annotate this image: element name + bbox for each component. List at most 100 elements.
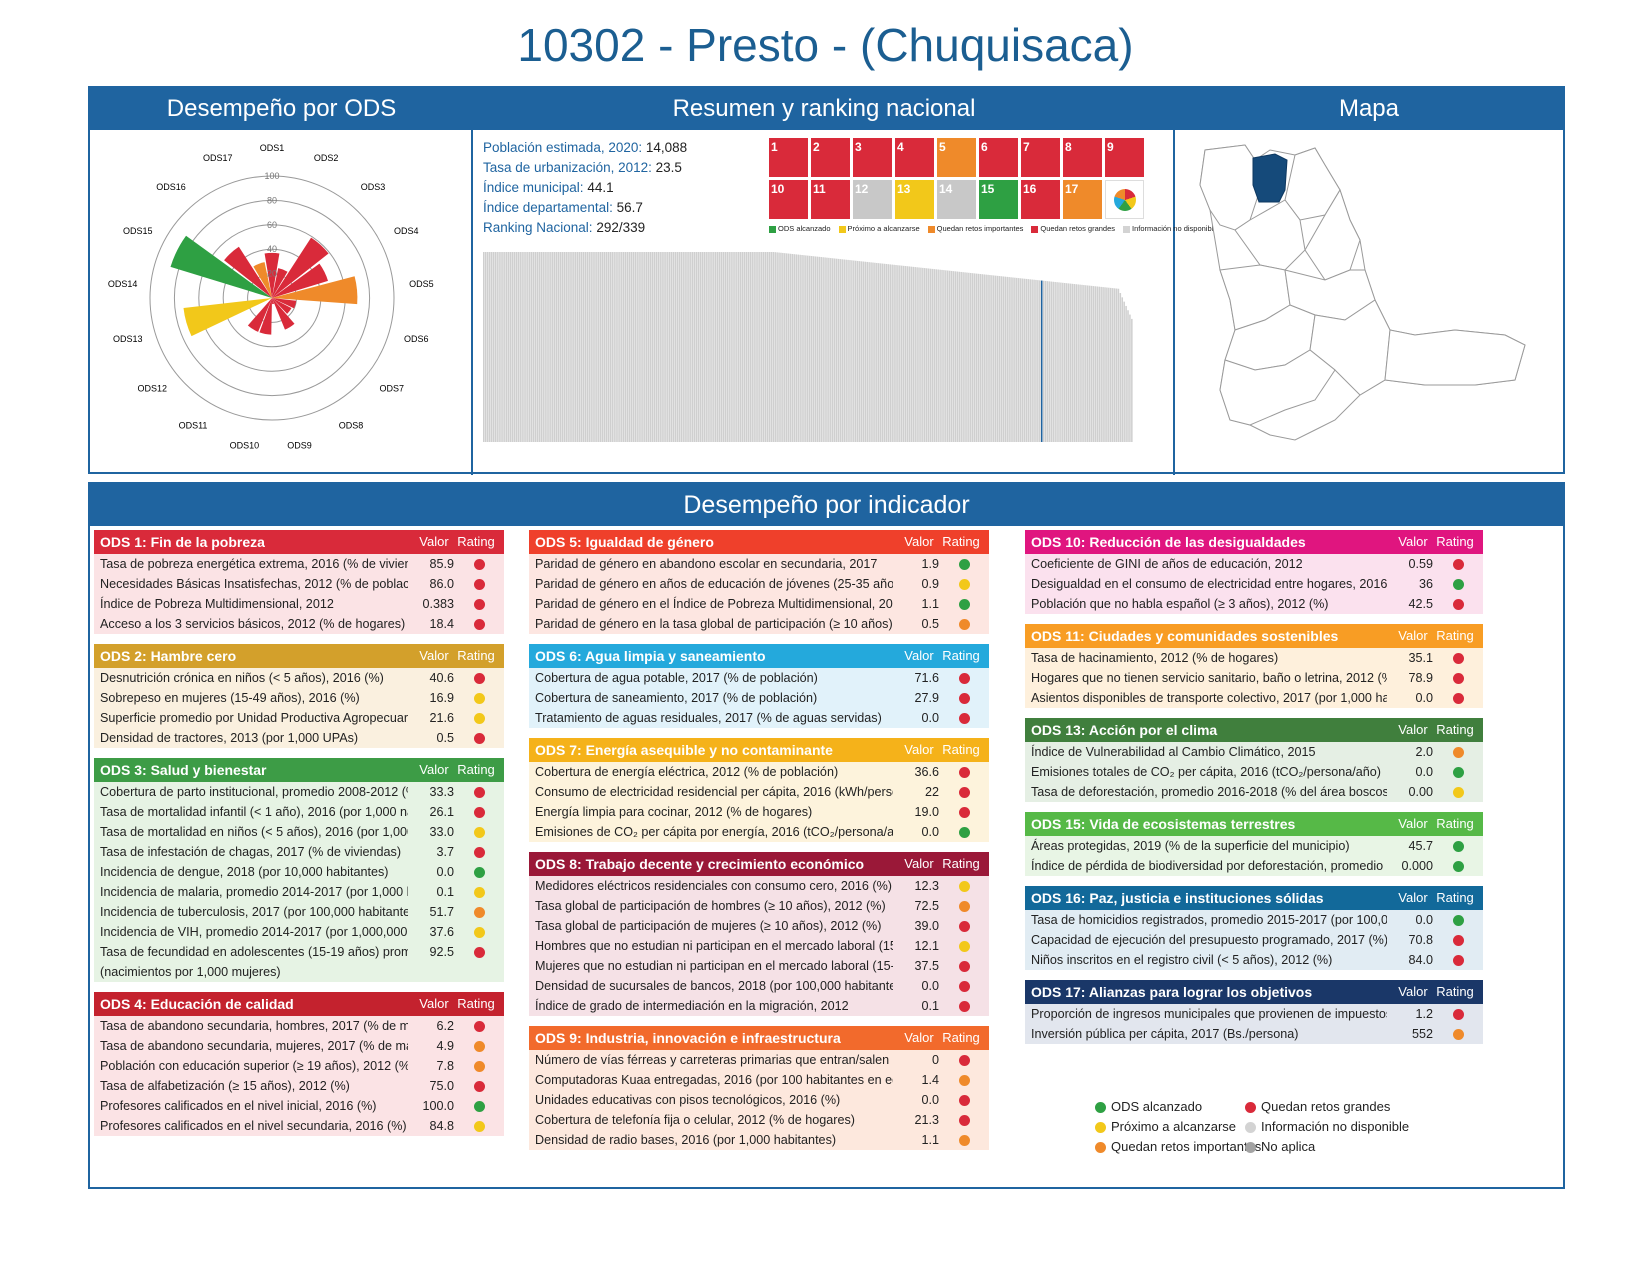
ranking-bar — [854, 260, 857, 442]
indicator-row: Densidad de radio bases, 2016 (por 1,000… — [529, 1130, 989, 1150]
top-headers: Desempeño por ODS Resumen y ranking naci… — [90, 88, 1563, 130]
ranking-bar — [736, 252, 738, 442]
rating-dot — [945, 594, 983, 614]
indicator-card-header: ODS 13: Acción por el clima Valor Rating — [1025, 718, 1483, 742]
ranking-bar — [920, 267, 922, 442]
ranking-bar — [624, 252, 627, 442]
ranking-bar — [1090, 285, 1093, 442]
ranking-bar — [973, 273, 976, 442]
ranking-bar — [542, 252, 544, 442]
indicator-value: 40.6 — [429, 671, 454, 685]
ranking-bar — [845, 259, 847, 442]
indicator-value: 36.6 — [914, 765, 939, 779]
ranking-bar — [851, 260, 853, 442]
indicator-label: Cobertura de saneamiento, 2017 (% de pob… — [535, 691, 818, 705]
indicator-row: Tasa de mortalidad en niños (< 5 años), … — [94, 822, 504, 842]
valor-header: Valor — [419, 648, 449, 663]
indicator-value: 552 — [1411, 1027, 1433, 1041]
indicator-value: 1.1 — [921, 597, 939, 611]
radar-axis-label: ODS14 — [108, 279, 138, 289]
ranking-bar — [1006, 276, 1008, 442]
ranking-bar — [962, 272, 964, 442]
ranking-bar — [1073, 284, 1076, 442]
ranking-bar — [619, 252, 621, 442]
indicator-value: 51.7 — [429, 905, 454, 919]
radar-bar-ods3 — [272, 237, 329, 298]
indicator-row: Población con educación superior (≥ 19 a… — [94, 1056, 504, 1076]
ranking-bar — [594, 252, 596, 442]
ranking-bar — [828, 257, 830, 442]
indicator-value: 0.00 — [1408, 785, 1433, 799]
ranking-bar — [1092, 286, 1095, 442]
card-title: ODS 6: Agua limpia y saneamiento — [535, 648, 766, 664]
indicator-row: Profesores calificados en el nivel inici… — [94, 1096, 504, 1116]
ranking-bar — [776, 252, 778, 442]
ranking-bar — [849, 260, 851, 442]
ranking-bar — [933, 269, 936, 442]
indicator-card-header: ODS 3: Salud y bienestar Valor Rating — [94, 758, 504, 782]
indicator-row: Índice de grado de intermediación en la … — [529, 996, 989, 1016]
radar-bar-ods15 — [170, 235, 272, 298]
indicator-card-header: ODS 6: Agua limpia y saneamiento Valor Rat… — [529, 644, 989, 668]
ranking-bar — [1104, 287, 1106, 442]
indicator-label: Desnutrición crónica en niños (< 5 años)… — [100, 671, 384, 685]
ranking-bar — [910, 266, 913, 442]
rating-header: Rating — [942, 648, 980, 663]
ranking-bar — [509, 252, 512, 442]
ranking-bar — [644, 252, 646, 442]
rating-dot — [460, 574, 498, 594]
ranking-bar — [1079, 284, 1081, 442]
ranking-bar — [540, 252, 543, 442]
indicator-value: 18.4 — [429, 617, 454, 631]
sdg-tile-12: 12 — [853, 180, 892, 219]
ranking-bar — [960, 271, 962, 442]
card-title: ODS 3: Salud y bienestar — [100, 762, 267, 778]
indicator-label: Incidencia de dengue, 2018 (por 10,000 h… — [100, 865, 389, 879]
indicator-value: 72.5 — [914, 899, 939, 913]
ranking-bar — [914, 267, 916, 442]
radar-header: Desempeño por ODS — [166, 95, 397, 122]
ranking-bar — [883, 263, 886, 442]
summary-stats: Población estimada, 2020: 14,088 Tasa de … — [483, 138, 687, 238]
indicator-label: Consumo de electricidad residencial per … — [535, 785, 893, 799]
rating-dot — [460, 842, 498, 862]
ranking-bar — [715, 252, 717, 442]
ranking-bar — [538, 252, 541, 442]
ranking-bar — [713, 252, 715, 442]
ranking-bar — [1096, 286, 1099, 442]
ranking-bar — [580, 252, 583, 442]
ranking-bar — [1102, 287, 1104, 442]
radar-chart-panel: ODS1 ODS2 ODS3 ODS4 ODS5 ODS6 ODS7 ODS8 ODS9 ODS1… — [90, 130, 473, 475]
indicator-value: 84.0 — [1408, 953, 1433, 967]
radar-axis-label: ODS12 — [138, 383, 168, 393]
rating-dot — [945, 936, 983, 956]
rating-dot — [460, 942, 498, 962]
ranking-bar — [500, 252, 502, 442]
rating-header: Rating — [1436, 722, 1474, 737]
radar-axis-label: ODS5 — [409, 279, 434, 289]
rating-dot — [945, 1050, 983, 1070]
indicator-card: ODS 13: Acción por el clima Valor Rating Ín… — [1025, 718, 1483, 802]
ranking-bar — [622, 252, 625, 442]
radar-bar-ods16 — [224, 246, 272, 298]
sdg-tile-16: 16 — [1021, 180, 1060, 219]
ranking-bar — [945, 270, 947, 442]
indicator-card: ODS 10: Reducción de las desigualdades Va… — [1025, 530, 1483, 614]
ranking-bar — [818, 256, 821, 442]
ranking-bar — [726, 252, 729, 442]
ranking-bar — [1037, 280, 1039, 442]
indicator-label: Tasa de fecundidad en adolescentes (15-1… — [100, 945, 408, 959]
indicator-row: Cobertura de energía eléctrica, 2012 (% … — [529, 762, 989, 782]
ranking-bar — [486, 252, 489, 442]
ranking-bar — [739, 252, 742, 442]
rating-dot — [460, 782, 498, 802]
indicator-value: 86.0 — [429, 577, 454, 591]
ranking-bar — [814, 256, 817, 442]
indicator-row: Incidencia de malaria, promedio 2014-201… — [94, 882, 504, 902]
indicator-row: Tasa de fecundidad en adolescentes (15-1… — [94, 942, 504, 962]
indicator-value: 22 — [924, 785, 939, 799]
ranking-bar — [667, 252, 669, 442]
radar-grid-circle — [149, 175, 395, 421]
indicator-card-header: ODS 2: Hambre cero Valor Rating — [94, 644, 504, 668]
ranking-bar — [877, 263, 880, 442]
